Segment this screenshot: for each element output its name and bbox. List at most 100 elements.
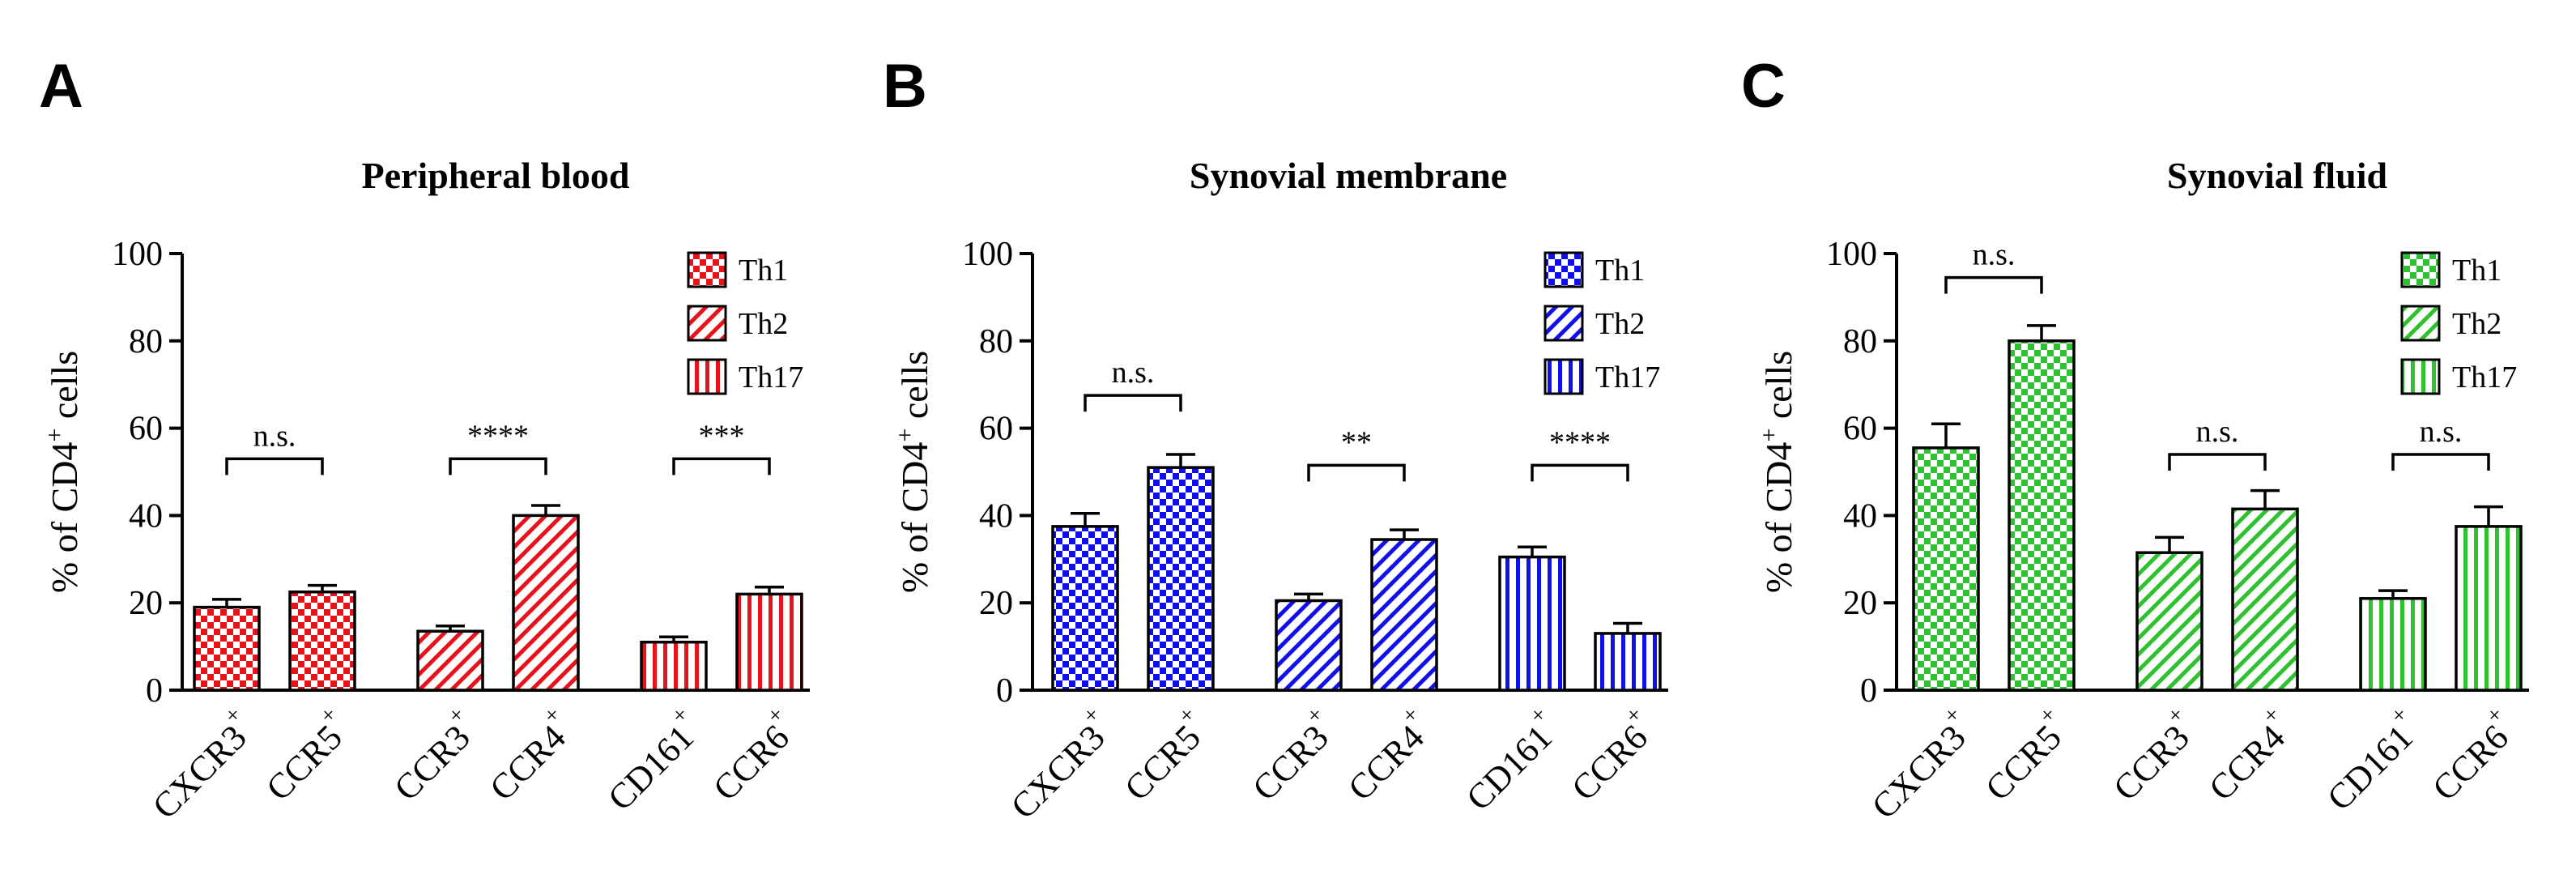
significance-bracket <box>2168 453 2267 471</box>
bar <box>2231 507 2299 692</box>
bar <box>1912 446 1980 692</box>
x-tick-label: CCR3+ <box>1239 702 1345 808</box>
significance-bracket <box>1084 394 1182 412</box>
significance-label: n.s. <box>2196 415 2239 449</box>
legend-label: Th1 <box>739 254 788 288</box>
chart-title: Peripheral blood <box>362 155 630 196</box>
x-tick-label: CCR6+ <box>1558 702 1664 808</box>
x-tick-label: CD161+ <box>2314 702 2429 818</box>
x-tick-label: CXCR3+ <box>997 702 1122 827</box>
x-tick-label: CCR4+ <box>476 702 582 808</box>
significance-label: ** <box>1341 425 1372 459</box>
bar <box>1370 538 1438 692</box>
y-tick-label: 100 <box>1826 236 1877 273</box>
significance-label: *** <box>699 419 745 453</box>
bar <box>1498 555 1566 692</box>
bar <box>1275 599 1343 692</box>
bar <box>288 590 356 692</box>
y-axis-label: % of CD4+ cells <box>1756 351 1799 593</box>
y-tick-label: 20 <box>979 585 1013 622</box>
panel-b: B Synovial membrane % of CD4+ cells 0 20 40 60… <box>883 52 1668 827</box>
x-tick-label: CCR3+ <box>2100 702 2206 808</box>
legend-label: Th2 <box>739 307 788 341</box>
legend-label: Th1 <box>1595 254 1645 288</box>
significance-label: n.s. <box>1112 356 1155 390</box>
x-tick-label: CCR5+ <box>1111 702 1217 808</box>
y-tick-label: 80 <box>979 323 1013 360</box>
significance-label: n.s. <box>253 419 296 453</box>
bar <box>2135 551 2203 692</box>
y-tick-label: 60 <box>1843 411 1877 448</box>
y-tick-label: 0 <box>146 672 163 710</box>
significance-bracket <box>225 457 324 475</box>
x-tick-label: CXCR3+ <box>1858 702 1982 827</box>
panel-letter: A <box>39 52 83 121</box>
significance-label: **** <box>1549 425 1611 459</box>
chart-title: Synovial membrane <box>1190 155 1507 196</box>
panel-letter: C <box>1741 52 1786 121</box>
legend-swatch <box>1543 305 1584 342</box>
x-tick-label: CCR3+ <box>381 702 487 808</box>
legend-label: Th17 <box>739 360 803 394</box>
bar <box>1147 466 1215 692</box>
y-tick-label: 0 <box>1860 672 1877 710</box>
x-tick-label: CCR6+ <box>2419 702 2525 808</box>
significance-bracket <box>2391 453 2490 471</box>
legend-swatch <box>687 305 727 342</box>
x-tick-label: CCR6+ <box>700 702 806 808</box>
bar <box>1594 632 1662 692</box>
y-tick-label: 100 <box>112 236 163 273</box>
y-tick-label: 0 <box>996 672 1013 710</box>
x-tick-label: CCR5+ <box>253 702 359 808</box>
significance-label: **** <box>467 419 529 453</box>
y-tick-label: 100 <box>962 236 1013 273</box>
bar <box>193 605 261 692</box>
bar <box>1051 525 1119 692</box>
bar <box>512 514 580 692</box>
bar <box>416 629 484 692</box>
y-tick-label: 20 <box>1843 585 1877 622</box>
bar <box>2455 525 2523 692</box>
legend-label: Th1 <box>2452 254 2501 288</box>
y-axis-label: % of CD4+ cells <box>41 351 85 593</box>
legend-swatch <box>687 251 727 288</box>
significance-label: n.s. <box>2420 415 2463 449</box>
legend-label: Th2 <box>2452 307 2501 341</box>
x-tick-label: CCR5+ <box>1972 702 2078 808</box>
y-tick-label: 40 <box>1843 497 1877 535</box>
y-tick-label: 40 <box>129 497 163 535</box>
legend-swatch <box>687 358 727 395</box>
y-tick-label: 80 <box>1843 323 1877 360</box>
y-tick-label: 40 <box>979 497 1013 535</box>
bar <box>640 640 708 692</box>
y-tick-label: 80 <box>129 323 163 360</box>
significance-bracket <box>672 457 771 475</box>
legend-swatch <box>2400 358 2441 395</box>
legend-label: Th17 <box>1595 360 1660 394</box>
panel-letter: B <box>883 52 927 121</box>
legend-swatch <box>1543 251 1584 288</box>
x-tick-label: CXCR3+ <box>138 702 263 827</box>
chart-title: Synovial fluid <box>2167 155 2388 196</box>
x-tick-label: CD161+ <box>594 702 710 818</box>
y-axis-label: % of CD4+ cells <box>892 351 935 593</box>
significance-bracket <box>1531 463 1629 482</box>
x-tick-label: CCR4+ <box>1335 702 1441 808</box>
panel-a: A Peripheral blood % of CD4+ cells 0 20 40 60 8… <box>39 52 810 827</box>
bar <box>2008 339 2076 692</box>
y-tick-label: 60 <box>979 411 1013 448</box>
bar <box>735 592 803 692</box>
significance-bracket <box>1307 463 1406 482</box>
y-tick-label: 20 <box>129 585 163 622</box>
legend-swatch <box>2400 251 2441 288</box>
legend-label: Th17 <box>2452 360 2517 394</box>
significance-bracket <box>449 457 547 475</box>
legend-label: Th2 <box>1595 307 1645 341</box>
legend-swatch <box>2400 305 2441 342</box>
significance-label: n.s. <box>1973 238 2016 272</box>
bar <box>2359 597 2427 692</box>
x-tick-label: CD161+ <box>1453 702 1569 818</box>
panel-c: C Synovial fluid % of CD4+ cells 0 20 40 60 80 1… <box>1741 52 2529 827</box>
significance-bracket <box>1944 275 2043 294</box>
